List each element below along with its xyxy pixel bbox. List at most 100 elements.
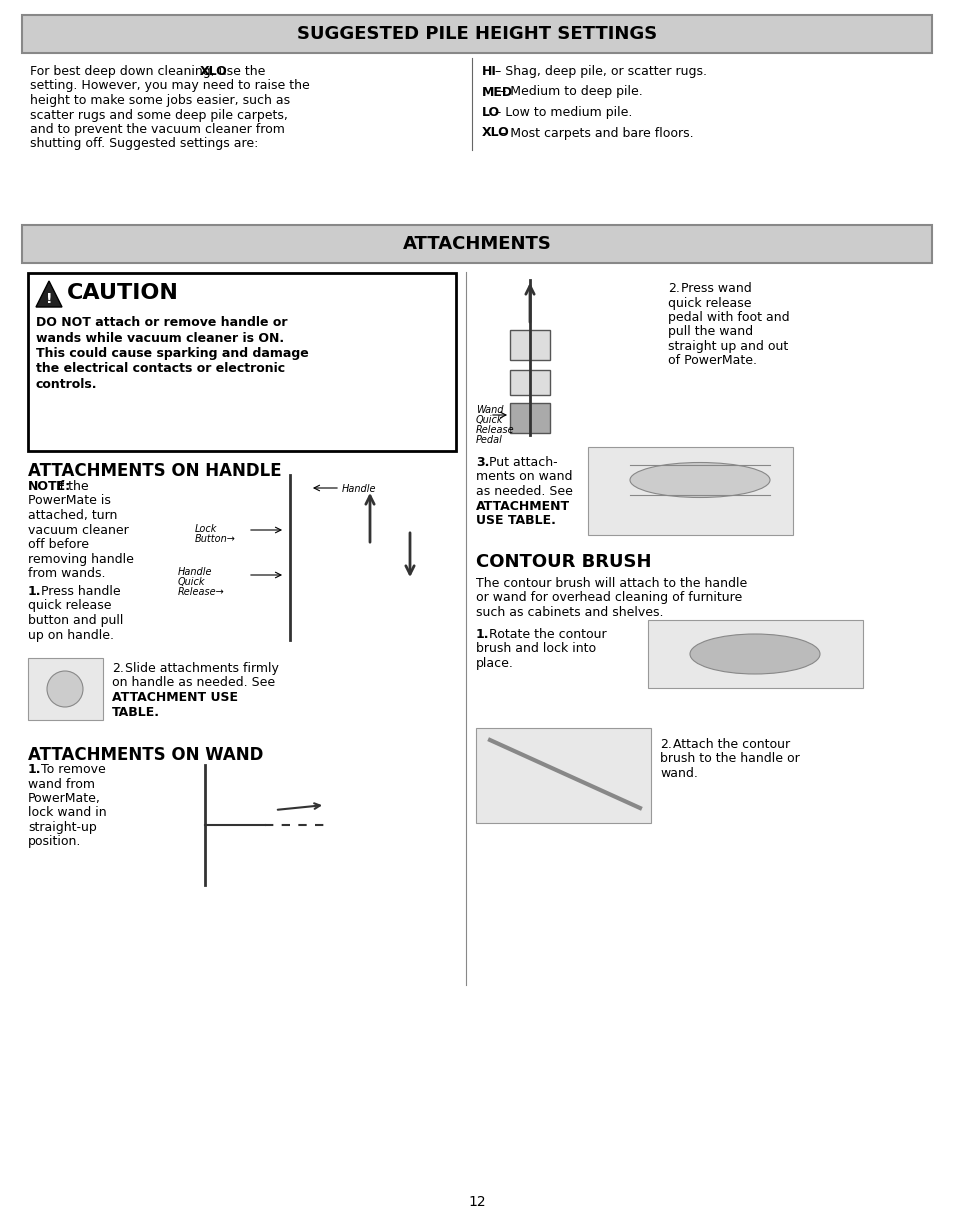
Polygon shape [36, 281, 62, 307]
Text: 1.: 1. [476, 628, 489, 642]
Text: HI: HI [481, 64, 497, 78]
Text: up on handle.: up on handle. [28, 628, 113, 642]
Circle shape [47, 671, 83, 707]
Text: For best deep down cleaning, use the: For best deep down cleaning, use the [30, 64, 269, 78]
Text: controls.: controls. [36, 378, 97, 391]
Text: Handle: Handle [178, 567, 213, 577]
Text: setting. However, you may need to raise the: setting. However, you may need to raise … [30, 79, 310, 92]
Bar [587, 447, 792, 535]
Text: If the: If the [51, 480, 89, 493]
Text: straight-up: straight-up [28, 821, 96, 833]
Text: on handle as needed. See: on handle as needed. See [112, 677, 274, 689]
Text: 1.: 1. [28, 584, 42, 598]
Bar [510, 330, 550, 360]
Text: Press handle: Press handle [37, 584, 121, 598]
Text: LO: LO [481, 106, 499, 119]
Bar [510, 403, 550, 433]
Text: ATTACHMENTS ON WAND: ATTACHMENTS ON WAND [28, 746, 263, 764]
Text: MED: MED [481, 85, 513, 98]
Text: ATTACHMENTS ON HANDLE: ATTACHMENTS ON HANDLE [28, 462, 281, 480]
Text: ments on wand: ments on wand [476, 470, 572, 484]
Text: SUGGESTED PILE HEIGHT SETTINGS: SUGGESTED PILE HEIGHT SETTINGS [296, 26, 657, 43]
Text: pedal with foot and: pedal with foot and [667, 311, 789, 324]
Text: XLO: XLO [199, 64, 228, 78]
Text: attached, turn: attached, turn [28, 509, 117, 522]
Text: Quick: Quick [476, 416, 503, 425]
Text: from wands.: from wands. [28, 567, 106, 580]
Text: brush to the handle or: brush to the handle or [659, 752, 799, 765]
Text: 3.: 3. [476, 456, 489, 469]
Text: position.: position. [28, 836, 81, 848]
Text: NOTE:: NOTE: [28, 480, 71, 493]
Text: To remove: To remove [37, 763, 106, 776]
Text: pull the wand: pull the wand [667, 326, 752, 339]
Text: 2.: 2. [112, 662, 124, 676]
Text: Put attach-: Put attach- [485, 456, 558, 469]
Text: Rotate the contour: Rotate the contour [485, 628, 606, 642]
Text: Handle: Handle [341, 484, 376, 495]
Text: removing handle: removing handle [28, 553, 133, 565]
Text: DO NOT attach or remove handle or: DO NOT attach or remove handle or [36, 316, 287, 329]
Text: Button→: Button→ [194, 535, 235, 544]
Text: The contour brush will attach to the handle: The contour brush will attach to the han… [476, 577, 746, 590]
Text: or wand for overhead cleaning of furniture: or wand for overhead cleaning of furnitu… [476, 592, 741, 605]
Text: ATTACHMENT: ATTACHMENT [476, 499, 570, 513]
Text: the electrical contacts or electronic: the electrical contacts or electronic [36, 362, 285, 375]
Text: 2.: 2. [667, 282, 679, 295]
Text: quick release: quick release [667, 296, 751, 310]
Text: ATTACHMENT USE: ATTACHMENT USE [112, 691, 237, 703]
Ellipse shape [629, 463, 769, 497]
Text: CONTOUR BRUSH: CONTOUR BRUSH [476, 553, 651, 571]
Text: – Low to medium pile.: – Low to medium pile. [491, 106, 632, 119]
Text: such as cabinets and shelves.: such as cabinets and shelves. [476, 606, 662, 618]
Text: height to make some jobs easier, such as: height to make some jobs easier, such as [30, 94, 290, 107]
Ellipse shape [689, 634, 820, 674]
Text: straight up and out: straight up and out [667, 340, 787, 354]
Text: CAUTION: CAUTION [67, 283, 179, 303]
Text: quick release: quick release [28, 599, 112, 612]
Bar [28, 659, 103, 720]
Text: TABLE.: TABLE. [112, 706, 160, 718]
Bar [22, 225, 931, 262]
Bar [22, 15, 931, 53]
Text: and to prevent the vacuum cleaner from: and to prevent the vacuum cleaner from [30, 123, 285, 136]
Text: vacuum cleaner: vacuum cleaner [28, 524, 129, 537]
Text: PowerMate,: PowerMate, [28, 792, 101, 806]
Text: scatter rugs and some deep pile carpets,: scatter rugs and some deep pile carpets, [30, 108, 288, 122]
Text: Quick: Quick [178, 577, 205, 587]
Text: – Shag, deep pile, or scatter rugs.: – Shag, deep pile, or scatter rugs. [491, 64, 707, 78]
Text: Release: Release [476, 425, 514, 435]
Text: brush and lock into: brush and lock into [476, 643, 596, 656]
Text: 1.: 1. [28, 763, 42, 776]
Text: !: ! [46, 292, 52, 306]
Bar [476, 728, 650, 823]
Text: XLO: XLO [481, 126, 509, 140]
Text: Pedal: Pedal [476, 435, 502, 445]
Text: Press wand: Press wand [677, 282, 751, 295]
Text: 2.: 2. [659, 738, 671, 751]
Text: 12: 12 [468, 1196, 485, 1209]
Text: – Most carpets and bare floors.: – Most carpets and bare floors. [496, 126, 693, 140]
Text: PowerMate is: PowerMate is [28, 495, 111, 508]
Bar [28, 273, 456, 451]
Text: Wand: Wand [476, 405, 503, 416]
Text: – Medium to deep pile.: – Medium to deep pile. [496, 85, 642, 98]
Bar [510, 371, 550, 395]
Text: This could cause sparking and damage: This could cause sparking and damage [36, 347, 309, 360]
Text: shutting off. Suggested settings are:: shutting off. Suggested settings are: [30, 137, 258, 151]
Text: place.: place. [476, 657, 514, 669]
Bar [647, 620, 862, 688]
Text: Slide attachments firmly: Slide attachments firmly [121, 662, 279, 676]
Text: wand.: wand. [659, 767, 698, 780]
Text: as needed. See: as needed. See [476, 485, 572, 498]
Text: button and pull: button and pull [28, 614, 123, 627]
Text: lock wand in: lock wand in [28, 807, 107, 819]
Text: wand from: wand from [28, 778, 95, 791]
Text: Release→: Release→ [178, 587, 225, 597]
Text: wands while vacuum cleaner is ON.: wands while vacuum cleaner is ON. [36, 332, 284, 345]
Text: ATTACHMENTS: ATTACHMENTS [402, 234, 551, 253]
Text: USE TABLE.: USE TABLE. [476, 514, 556, 527]
Text: Lock: Lock [194, 524, 217, 535]
Text: of PowerMate.: of PowerMate. [667, 355, 757, 367]
Text: off before: off before [28, 538, 89, 550]
